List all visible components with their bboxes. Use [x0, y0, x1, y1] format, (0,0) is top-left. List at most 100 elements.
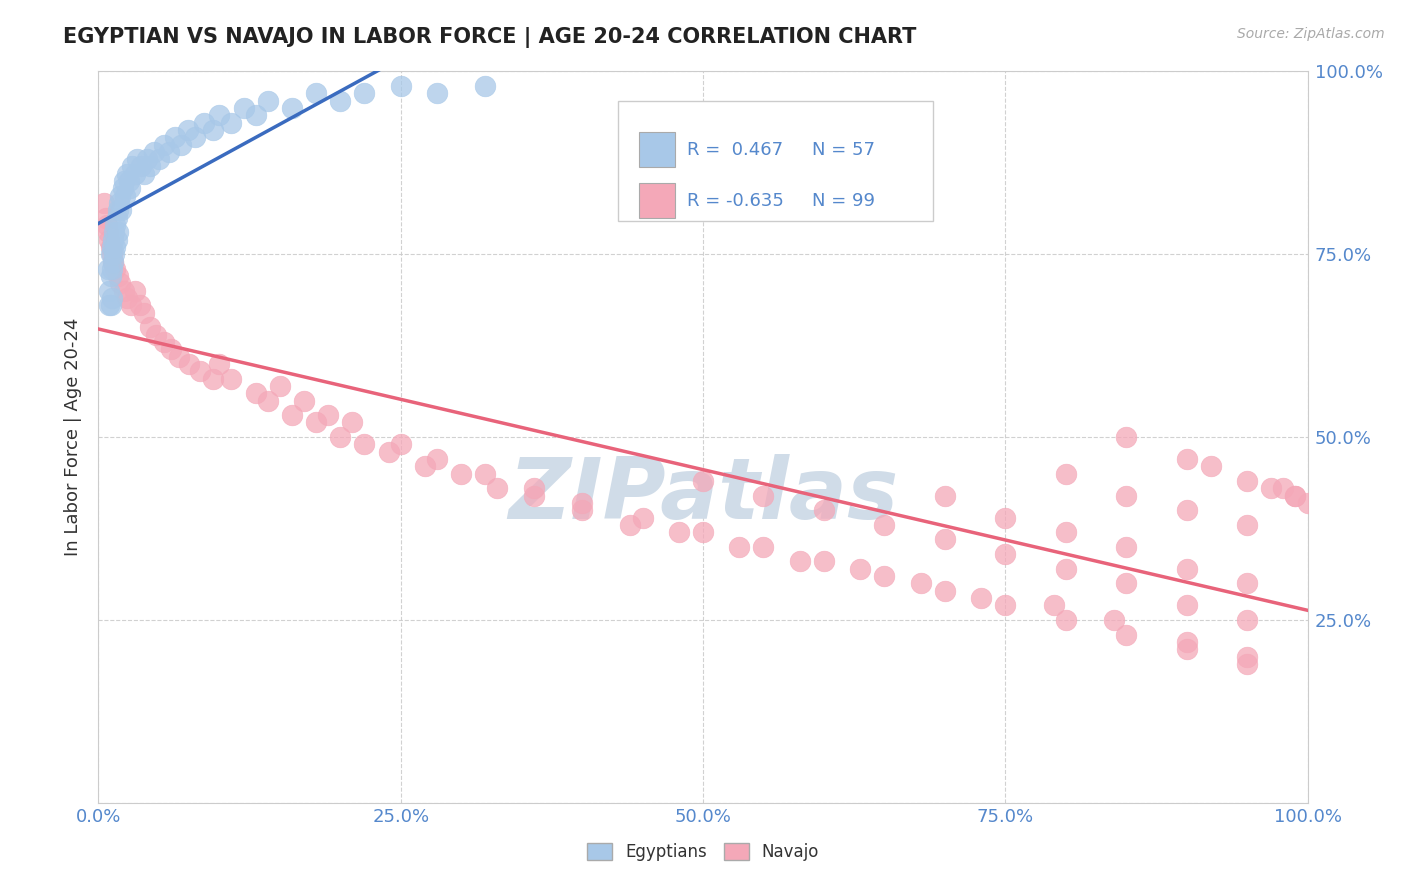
- Point: [631, 510, 654, 524]
- Point: [1115, 489, 1137, 503]
- Point: [994, 510, 1017, 524]
- Point: [389, 437, 412, 451]
- Point: [970, 591, 993, 605]
- Point: [752, 540, 775, 554]
- Point: [245, 108, 267, 122]
- Point: [1102, 613, 1125, 627]
- Point: [107, 225, 129, 239]
- Point: [184, 130, 207, 145]
- Point: [873, 517, 896, 532]
- Point: [118, 181, 141, 195]
- Point: [292, 393, 315, 408]
- Point: [100, 291, 122, 305]
- Point: [789, 554, 811, 568]
- Point: [934, 533, 956, 547]
- FancyBboxPatch shape: [619, 101, 932, 221]
- Point: [134, 167, 156, 181]
- Point: [193, 115, 215, 129]
- Point: [139, 160, 162, 174]
- Point: [104, 240, 127, 254]
- Legend: Egyptians, Navajo: Egyptians, Navajo: [581, 836, 825, 868]
- Point: [245, 386, 267, 401]
- Point: [571, 503, 593, 517]
- Point: [426, 87, 449, 101]
- Point: [94, 211, 117, 225]
- Point: [232, 101, 254, 115]
- Point: [108, 196, 131, 211]
- Point: [98, 233, 121, 247]
- Point: [1175, 452, 1198, 467]
- Point: [450, 467, 472, 481]
- Point: [143, 145, 166, 159]
- Point: [145, 327, 167, 342]
- Point: [474, 78, 496, 93]
- Point: [208, 357, 231, 371]
- Point: [1236, 613, 1258, 627]
- Text: Source: ZipAtlas.com: Source: ZipAtlas.com: [1237, 27, 1385, 41]
- Point: [97, 261, 120, 276]
- Point: [329, 94, 352, 108]
- Point: [934, 489, 956, 503]
- Point: [353, 437, 375, 451]
- Point: [120, 298, 142, 312]
- Point: [316, 408, 339, 422]
- Point: [910, 576, 932, 591]
- Point: [118, 174, 141, 188]
- Text: ZIPatlas: ZIPatlas: [508, 454, 898, 537]
- Point: [692, 525, 714, 540]
- Point: [104, 218, 127, 232]
- Point: [873, 569, 896, 583]
- Point: [342, 416, 364, 430]
- FancyBboxPatch shape: [638, 183, 675, 219]
- Point: [1236, 517, 1258, 532]
- Point: [269, 379, 291, 393]
- Point: [121, 160, 143, 174]
- Point: [1175, 503, 1198, 517]
- Point: [124, 167, 146, 181]
- Point: [474, 467, 496, 481]
- Point: [104, 261, 127, 276]
- Point: [994, 599, 1017, 613]
- Point: [96, 218, 118, 232]
- Point: [1236, 657, 1258, 671]
- Point: [100, 247, 122, 261]
- Point: [177, 123, 200, 137]
- Point: [152, 334, 174, 349]
- Point: [1272, 481, 1295, 495]
- Point: [256, 94, 278, 108]
- Point: [1175, 599, 1198, 613]
- Point: [101, 254, 124, 268]
- Text: N = 57: N = 57: [811, 141, 875, 159]
- Point: [127, 152, 149, 166]
- Point: [221, 371, 243, 385]
- Point: [117, 167, 139, 181]
- Point: [101, 254, 124, 268]
- Point: [100, 298, 122, 312]
- Point: [413, 459, 436, 474]
- Point: [169, 350, 191, 364]
- Point: [93, 196, 115, 211]
- Point: [114, 188, 136, 202]
- Text: R =  0.467: R = 0.467: [688, 141, 783, 159]
- Point: [128, 298, 150, 312]
- Point: [619, 517, 641, 532]
- Point: [100, 240, 122, 254]
- Point: [100, 269, 122, 284]
- Point: [1296, 496, 1319, 510]
- Point: [329, 430, 352, 444]
- Point: [135, 152, 157, 166]
- Point: [1284, 489, 1306, 503]
- Point: [107, 203, 129, 218]
- Point: [221, 115, 243, 129]
- Point: [1115, 576, 1137, 591]
- Point: [1115, 627, 1137, 641]
- Point: [179, 357, 201, 371]
- Point: [202, 371, 225, 385]
- Point: [1054, 562, 1077, 576]
- Text: EGYPTIAN VS NAVAJO IN LABOR FORCE | AGE 20-24 CORRELATION CHART: EGYPTIAN VS NAVAJO IN LABOR FORCE | AGE …: [63, 27, 917, 48]
- Point: [160, 343, 183, 357]
- Point: [124, 284, 146, 298]
- Point: [112, 174, 135, 188]
- FancyBboxPatch shape: [638, 132, 675, 167]
- Point: [100, 247, 122, 261]
